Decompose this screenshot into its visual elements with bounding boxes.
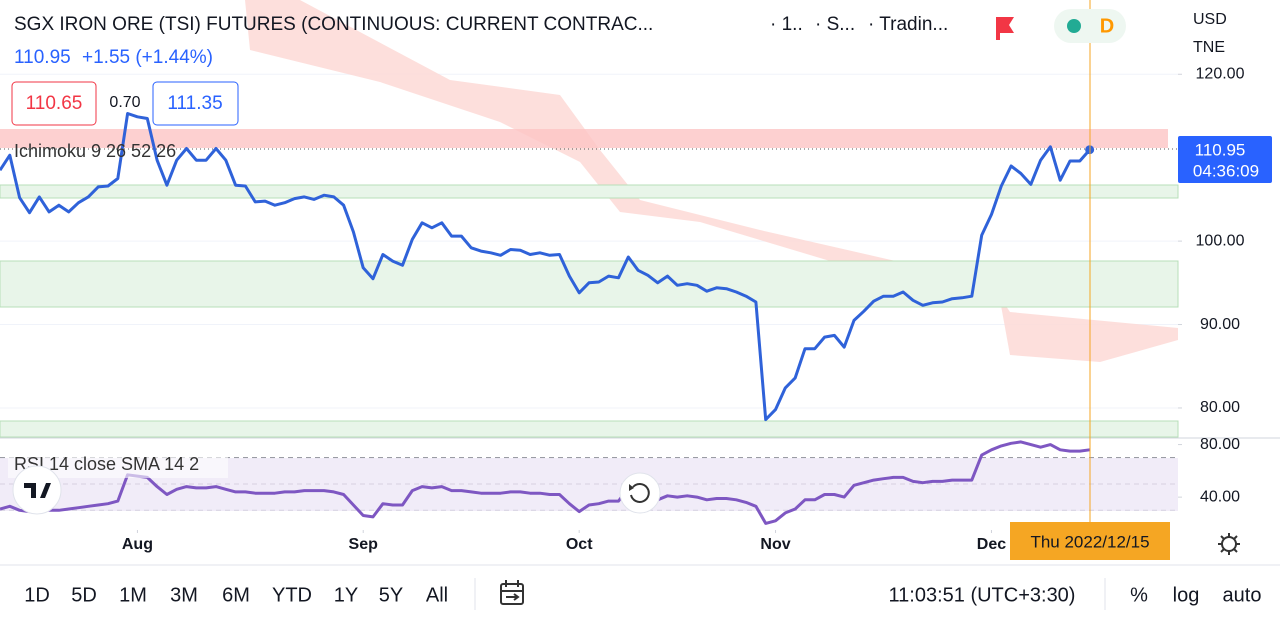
range-button[interactable]: 3M	[170, 584, 198, 606]
ichimoku-cloud	[245, 0, 1178, 362]
calendar-icon-detail	[501, 580, 523, 601]
status-dot	[1067, 19, 1081, 33]
x-tick-label: Oct	[566, 536, 593, 553]
exchange: · Tradin...	[868, 14, 948, 35]
currency: USD	[1193, 11, 1227, 28]
x-tick-label: Aug	[122, 536, 153, 553]
x-tick-label: Sep	[349, 536, 379, 553]
series-line	[0, 440, 1090, 525]
range-button[interactable]: All	[426, 584, 448, 606]
ichimoku-legend: Ichimoku 9 26 52 26	[14, 141, 176, 161]
y-tick-label: 80.00	[1200, 399, 1240, 416]
ichimoku-band	[0, 184, 1179, 199]
series-layer	[0, 112, 1095, 525]
y-tick-label: 90.00	[1200, 316, 1240, 333]
price-label: 110.95	[1195, 140, 1246, 159]
range-buttons: 1D 5D 1M 3M 6M YTD 1Y 5Y All	[24, 584, 448, 606]
y-tick-label: 40.00	[1200, 488, 1240, 505]
status-pill[interactable]	[1054, 9, 1126, 43]
ichimoku-band	[0, 129, 1168, 148]
range-button[interactable]: YTD	[272, 584, 312, 606]
auto-button[interactable]: auto	[1223, 584, 1262, 606]
replay-arrow	[629, 484, 634, 491]
settings-icon-teeth	[1218, 533, 1240, 555]
price-change: +1.55 (+1.44%)	[82, 47, 213, 68]
log-button[interactable]: log	[1173, 584, 1200, 606]
interval: · 1..	[770, 14, 803, 35]
y-tick-label: 100.00	[1196, 232, 1245, 249]
replay-button[interactable]	[619, 472, 661, 514]
range-button[interactable]: 1Y	[334, 584, 358, 606]
spread: 0.70	[109, 94, 140, 111]
ask-box[interactable]	[152, 81, 239, 126]
clock[interactable]: 11:03:51 (UTC+3:30)	[889, 584, 1076, 606]
ichimoku-band	[0, 420, 1179, 438]
range-button[interactable]: 6M	[222, 584, 250, 606]
bid-box[interactable]	[11, 81, 97, 126]
status-badge: D	[1100, 15, 1114, 37]
price-countdown: 04:36:09	[1193, 161, 1259, 180]
symbol-title: SGX IRON ORE (TSI) FUTURES (CONTINUOUS: …	[14, 14, 653, 35]
logo-mark	[24, 483, 51, 498]
unit: TNE	[1193, 39, 1225, 56]
range-button[interactable]: 5Y	[379, 584, 403, 606]
logo[interactable]	[12, 465, 62, 515]
percent-button[interactable]: %	[1130, 584, 1148, 606]
replay-icon	[630, 482, 650, 503]
price-label-box	[1178, 136, 1272, 183]
x-tick-label: Nov	[760, 536, 790, 553]
calendar-icon[interactable]	[500, 583, 524, 605]
rsi-legend: RSI 14 close SMA 14 2	[14, 454, 199, 474]
x-tick-label: Dec	[977, 536, 1006, 553]
y-tick-label: 120.00	[1196, 65, 1245, 82]
bid-price: 110.65	[26, 93, 83, 114]
range-button[interactable]: 1D	[24, 584, 50, 606]
series-line	[0, 112, 1091, 422]
crosshair-date: Thu 2022/12/15	[1030, 532, 1149, 551]
y-tick-label: 80.00	[1200, 436, 1240, 453]
crosshair-date-box	[1010, 522, 1170, 560]
flag-icon[interactable]	[996, 17, 1014, 40]
last-price: 110.95	[14, 47, 71, 68]
range-button[interactable]: 5D	[71, 584, 97, 606]
range-button[interactable]: 1M	[119, 584, 147, 606]
source: · S...	[815, 14, 855, 35]
ask-price: 111.35	[167, 93, 222, 114]
